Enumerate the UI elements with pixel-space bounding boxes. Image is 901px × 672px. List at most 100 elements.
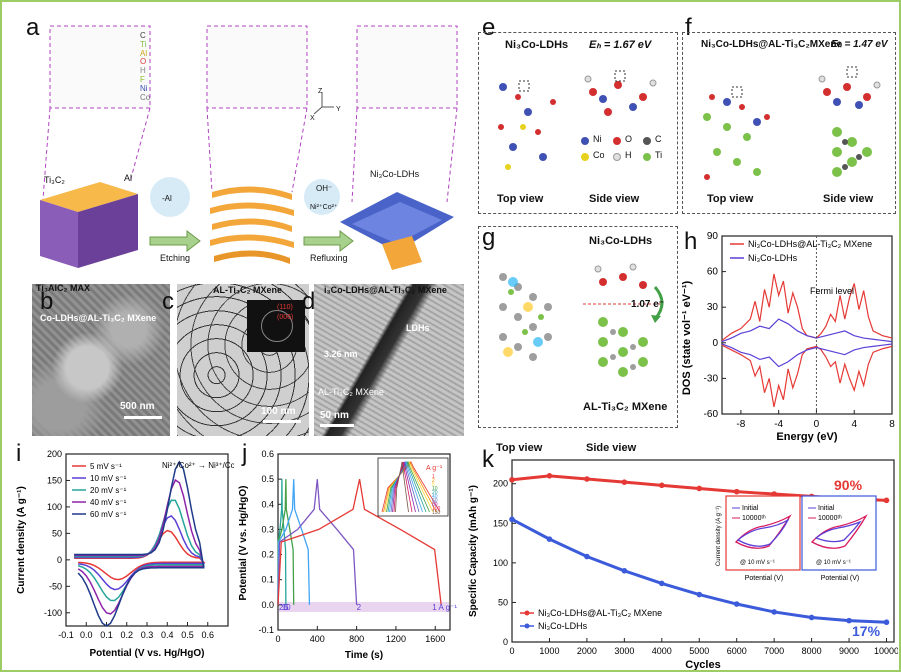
j-ytick-label: 0.5 [261, 474, 274, 484]
k-ylabel: Specific Capacity (mAh g⁻¹) [468, 485, 479, 617]
e-title: Ni₃Co-LDHs [505, 39, 569, 51]
k-point [733, 601, 740, 607]
j-ytick-label: 0.1 [261, 575, 274, 585]
k-xtick-label: 10000 [874, 646, 898, 656]
ti3c2-layer-label: Ti₃C₂ [44, 175, 65, 185]
h-ytick-label: 30 [707, 302, 719, 313]
g-side-view: Side view [586, 442, 637, 454]
j-inset-curve [395, 461, 409, 513]
j-rate-label: 1 A g⁻¹ [432, 603, 457, 612]
k-point [584, 476, 590, 482]
j-rate-label: 5 [284, 603, 289, 612]
ldh-label: Ni₃Co-LDHs [370, 169, 420, 179]
g-top-view: Top view [496, 442, 543, 454]
e-structure-art [498, 70, 657, 170]
e-legend-h: H [625, 150, 632, 160]
k-ytick-label: 200 [493, 479, 508, 489]
h-xtick-label: 0 [814, 419, 820, 430]
j-ytick-label: -0.1 [258, 625, 274, 635]
k-xtick-label: 6000 [727, 646, 747, 656]
panel-label-c: c [162, 288, 174, 315]
axis-y-label: Y [336, 106, 341, 113]
k-legend-1: Ni₃Co-LDHs@AL-Ti₃C₂ MXene [538, 608, 662, 618]
panel-e-box: Ni₃Co-LDHs Eₕ = 1.67 eV Ni O C Co H Ti [478, 32, 678, 214]
i-cv-curve-5 [74, 460, 205, 627]
g-title: Ni₃Co-LDHs [589, 235, 653, 247]
chart-i: -0.1 0.0 0.1 0.2 0.3 0.4 0.5 0.6 -100 -50 0 50 100 15… [16, 449, 234, 659]
c-scale-label: 100 nm [261, 406, 296, 417]
saed-ring-110: (110) [277, 304, 293, 311]
axis-z-label: Z [318, 88, 323, 95]
legend-a-ni: Ni [140, 83, 148, 93]
chart-h: -8 -4 0 4 8 -60 -30 0 30 60 90 DOS (state vol⁻¹ eV… [681, 231, 895, 443]
k-xtick-label: 3000 [614, 646, 634, 656]
mxene-crystal-structure [206, 25, 308, 109]
e-side-view: Side view [589, 193, 640, 205]
k-point [509, 476, 515, 483]
h-series-1-down [721, 344, 893, 408]
j-xlabel: Time (s) [345, 650, 383, 661]
h-xlabel: Energy (eV) [776, 431, 837, 443]
j-inset-rate: 80 [432, 502, 438, 508]
ldh-crystal-structure [356, 25, 458, 109]
i-legend-label: 5 mV s⁻¹ [90, 462, 122, 471]
i-ylabel: Current density (A g⁻¹) [16, 486, 27, 594]
k-point [808, 614, 815, 621]
k-legend: Ni₃Co-LDHs@AL-Ti₃C₂ MXene Ni₃Co-LDHs [520, 608, 662, 631]
j-xtick-label: 0 [275, 634, 280, 644]
k-retention-hybrid: 90% [834, 477, 863, 493]
j-ytick-label: 0.2 [261, 550, 274, 560]
chart-k: 0 1000 2000 3000 4000 5000 6000 7000 8000 9000 100… [468, 459, 898, 670]
h-legend-1: Ni₃Co-LDHs@AL-Ti₃C₂ MXene [748, 239, 872, 249]
k-inset-cv-1: Initial 10000ᵗʰ @ 10 mV s⁻¹ [725, 495, 801, 571]
j-inset-unit: A g⁻¹ [426, 465, 443, 472]
axis-triad-icon [313, 92, 334, 115]
h-xtick-label: 8 [889, 419, 895, 430]
max-crystal-structure [49, 25, 151, 109]
g-charge-transfer: 1.07 e⁻ [631, 299, 665, 310]
j-rate-band [279, 602, 449, 612]
k-ytick-label: 100 [493, 558, 508, 568]
h-fermi-label: Fermi level [810, 286, 854, 296]
i-xtick-label: 0.6 [201, 630, 214, 640]
k-xtick-label: 7000 [764, 646, 784, 656]
k-xtick-label: 1000 [539, 646, 559, 656]
h-legend-2: Ni₃Co-LDHs [748, 253, 798, 263]
i-ytick-label: 0 [57, 555, 62, 565]
axis-x-label: X [310, 115, 315, 122]
j-rate-label: 10 [282, 603, 291, 612]
i-xtick-label: 0.5 [181, 630, 194, 640]
legend-a-f: F [140, 74, 145, 84]
j-ytick-label: 0.3 [261, 524, 274, 534]
k-inset1-xlabel: Potential (V) [745, 575, 784, 582]
k-inset1-initial: Initial [742, 505, 759, 512]
atom-legend-a: C Ti Al O H F Ni Co [140, 31, 151, 102]
h-series-1-up [721, 273, 893, 341]
panel-f-box: Ni₃Co-LDHs@AL-Ti₃C₂MXene Eₕ = 1.47 eV To… [682, 32, 896, 214]
panel-label-h: h [684, 228, 698, 255]
k-point [883, 619, 890, 626]
j-rate-label: 20 [279, 603, 288, 612]
legend-a-co: Co [140, 92, 151, 102]
j-xtick-label: 400 [310, 634, 325, 644]
k-point [621, 479, 628, 485]
e-legend-ti: Ti [655, 150, 663, 160]
j-inset-rate: 5 [432, 482, 435, 488]
k-plot-frame [511, 459, 895, 643]
j-inset-rate: 2 [432, 478, 435, 484]
g-charge-density-art [499, 263, 664, 377]
j-inset-rate: 1 [432, 474, 435, 480]
k-point [659, 482, 665, 489]
minus-al-label: -Al [162, 194, 172, 203]
k-ytick-label: 150 [493, 518, 508, 528]
k-point [846, 617, 852, 624]
j-inset-rate: 60 [432, 498, 438, 504]
j-gcd-curve-1 [277, 479, 287, 605]
scale-bar-d [320, 424, 354, 427]
k-xtick-label: 4000 [652, 646, 672, 656]
k-inset2-final: 10000ᵗʰ [818, 515, 842, 522]
saed-ring-006: (006) [277, 314, 294, 321]
panel-g-box: Ni₃Co-LDHs 1.07 e⁻ AL-Ti₃C₂ MXene [478, 226, 678, 428]
j-inset-rate: 20 [432, 490, 438, 496]
k-legend-2: Ni₃Co-LDHs [538, 621, 588, 631]
